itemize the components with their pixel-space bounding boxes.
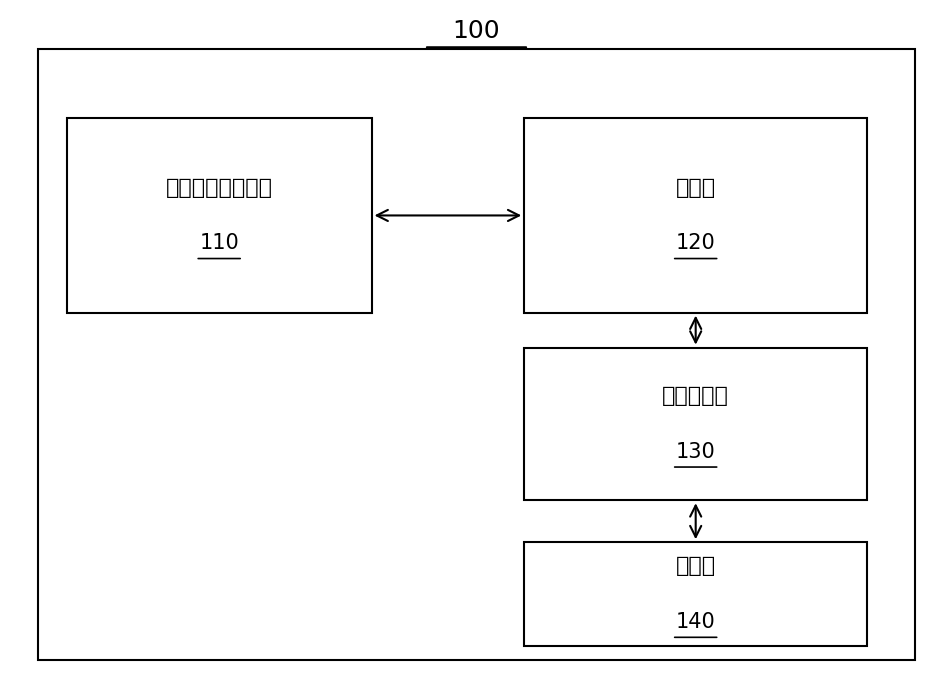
Text: 建站系统识别装置: 建站系统识别装置 (166, 178, 272, 197)
Bar (524, 118, 866, 313)
Text: 存储器: 存储器 (675, 178, 715, 197)
Text: 存储控制器: 存储控制器 (662, 386, 728, 406)
Bar (524, 348, 866, 500)
Text: 处理器: 处理器 (675, 557, 715, 576)
Text: 100: 100 (452, 19, 500, 43)
Bar (524, 542, 866, 646)
Text: 140: 140 (675, 612, 715, 632)
Bar (67, 118, 371, 313)
Text: 130: 130 (675, 442, 715, 461)
Text: 120: 120 (675, 234, 715, 253)
Bar (38, 49, 914, 660)
Text: 110: 110 (199, 234, 239, 253)
